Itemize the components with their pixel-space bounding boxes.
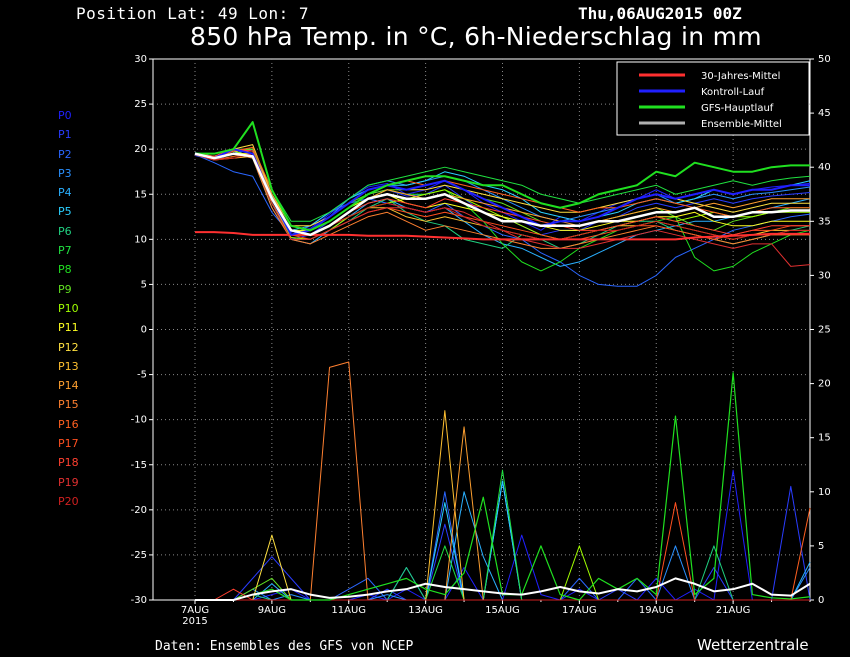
y-left-tick-label: 15: [134, 189, 147, 200]
y-right-tick-label: 40: [818, 162, 831, 173]
member-label-list: P0 P1 P2 P3 P4 P5 P6 P7 P8 P9 P10 P11 P12 P13 P14 P15 P1…: [58, 109, 79, 514]
member-label-p9: P9: [58, 282, 72, 296]
member-label-p12: P12: [58, 340, 79, 354]
temp-climate-mean: [195, 231, 810, 241]
member-label-p15: P15: [58, 398, 79, 412]
x-tick-label: 17AUG: [562, 605, 597, 616]
y-left-tick-label: -5: [137, 370, 147, 381]
x-tick-label: 2015: [182, 616, 207, 627]
data-source: Daten: Ensembles des GFS von NCEP: [155, 639, 414, 654]
member-label-p18: P18: [58, 456, 79, 470]
y-right-tick-label: 15: [818, 433, 831, 444]
temp-operational: [195, 121, 810, 232]
member-label-p17: P17: [58, 437, 79, 451]
member-label-p1: P1: [58, 128, 72, 142]
member-label-p2: P2: [58, 147, 72, 161]
member-label-p7: P7: [58, 244, 72, 258]
y-right-tick-label: 20: [818, 379, 831, 390]
legend-entry: GFS-Hauptlauf: [701, 103, 774, 114]
precip-ensemble-mean: [195, 577, 811, 601]
brand-label: Wetterzentrale: [697, 636, 809, 654]
temp-member-19: [194, 153, 811, 267]
chart-title: 850 hPa Temp. in °C, 6h-Niederschlag in …: [190, 22, 762, 51]
y-left-tick-label: -25: [131, 550, 147, 561]
x-tick-label: 9AUG: [258, 605, 286, 616]
y-left-tick-label: -15: [131, 460, 147, 471]
member-label-p13: P13: [58, 359, 79, 373]
y-left-tick-label: 25: [134, 99, 147, 110]
temp-member-7: [194, 148, 811, 222]
member-label-p0: P0: [58, 109, 72, 122]
legend-entry: 30-Jahres-Mittel: [701, 71, 780, 82]
y-right-tick-label: 5: [818, 541, 824, 552]
y-right-tick-label: 30: [818, 270, 831, 281]
member-label-p4: P4: [58, 186, 72, 200]
member-label-p19: P19: [58, 475, 79, 489]
temp-control: [194, 148, 810, 236]
legend-entry: Ensemble-Mittel: [701, 119, 782, 130]
y-left-tick-label: 0: [141, 325, 147, 336]
y-right-tick-label: 35: [818, 216, 831, 227]
y-left-tick-label: -30: [131, 595, 147, 606]
y-left-tick-label: 5: [141, 279, 147, 290]
y-right-tick-label: 50: [818, 54, 831, 65]
temp-member-11: [194, 153, 810, 231]
x-tick-label: 15AUG: [485, 605, 520, 616]
y-right-tick-label: 0: [818, 595, 824, 606]
x-tick-label: 11AUG: [331, 605, 366, 616]
y-left-tick-label: -10: [131, 415, 147, 426]
run-date: Thu,06AUG2015 00Z: [578, 4, 742, 23]
member-label-p16: P16: [58, 417, 79, 431]
temp-member-12: [194, 144, 810, 227]
y-left-tick-label: 30: [134, 54, 147, 65]
member-label-p20: P20: [58, 494, 79, 508]
y-left-tick-label: 10: [134, 234, 147, 245]
member-label-p5: P5: [58, 205, 72, 219]
y-right-tick-label: 10: [818, 487, 831, 498]
y-right-tick-label: 25: [818, 325, 831, 336]
x-tick-label: 13AUG: [408, 605, 443, 616]
member-label-p3: P3: [58, 166, 72, 180]
y-right-tick-label: 45: [818, 108, 831, 119]
temp-member-5: [194, 148, 811, 231]
member-label-p8: P8: [58, 263, 72, 277]
member-label-p14: P14: [58, 379, 79, 393]
x-tick-label: 21AUG: [716, 605, 751, 616]
y-left-tick-label: -20: [131, 505, 147, 516]
legend-entry: Kontroll-Lauf: [701, 87, 765, 98]
precip-operational: [195, 372, 811, 601]
member-label-p11: P11: [58, 321, 79, 335]
x-tick-label: 19AUG: [639, 605, 674, 616]
position-label: Position Lat: 49 Lon: 7: [76, 4, 310, 23]
temp-ensemble-mean: [194, 152, 810, 237]
member-label-p6: P6: [58, 224, 72, 238]
x-tick-label: 7AUG: [181, 605, 209, 616]
y-left-tick-label: 20: [134, 144, 147, 155]
member-label-p10: P10: [58, 301, 79, 315]
